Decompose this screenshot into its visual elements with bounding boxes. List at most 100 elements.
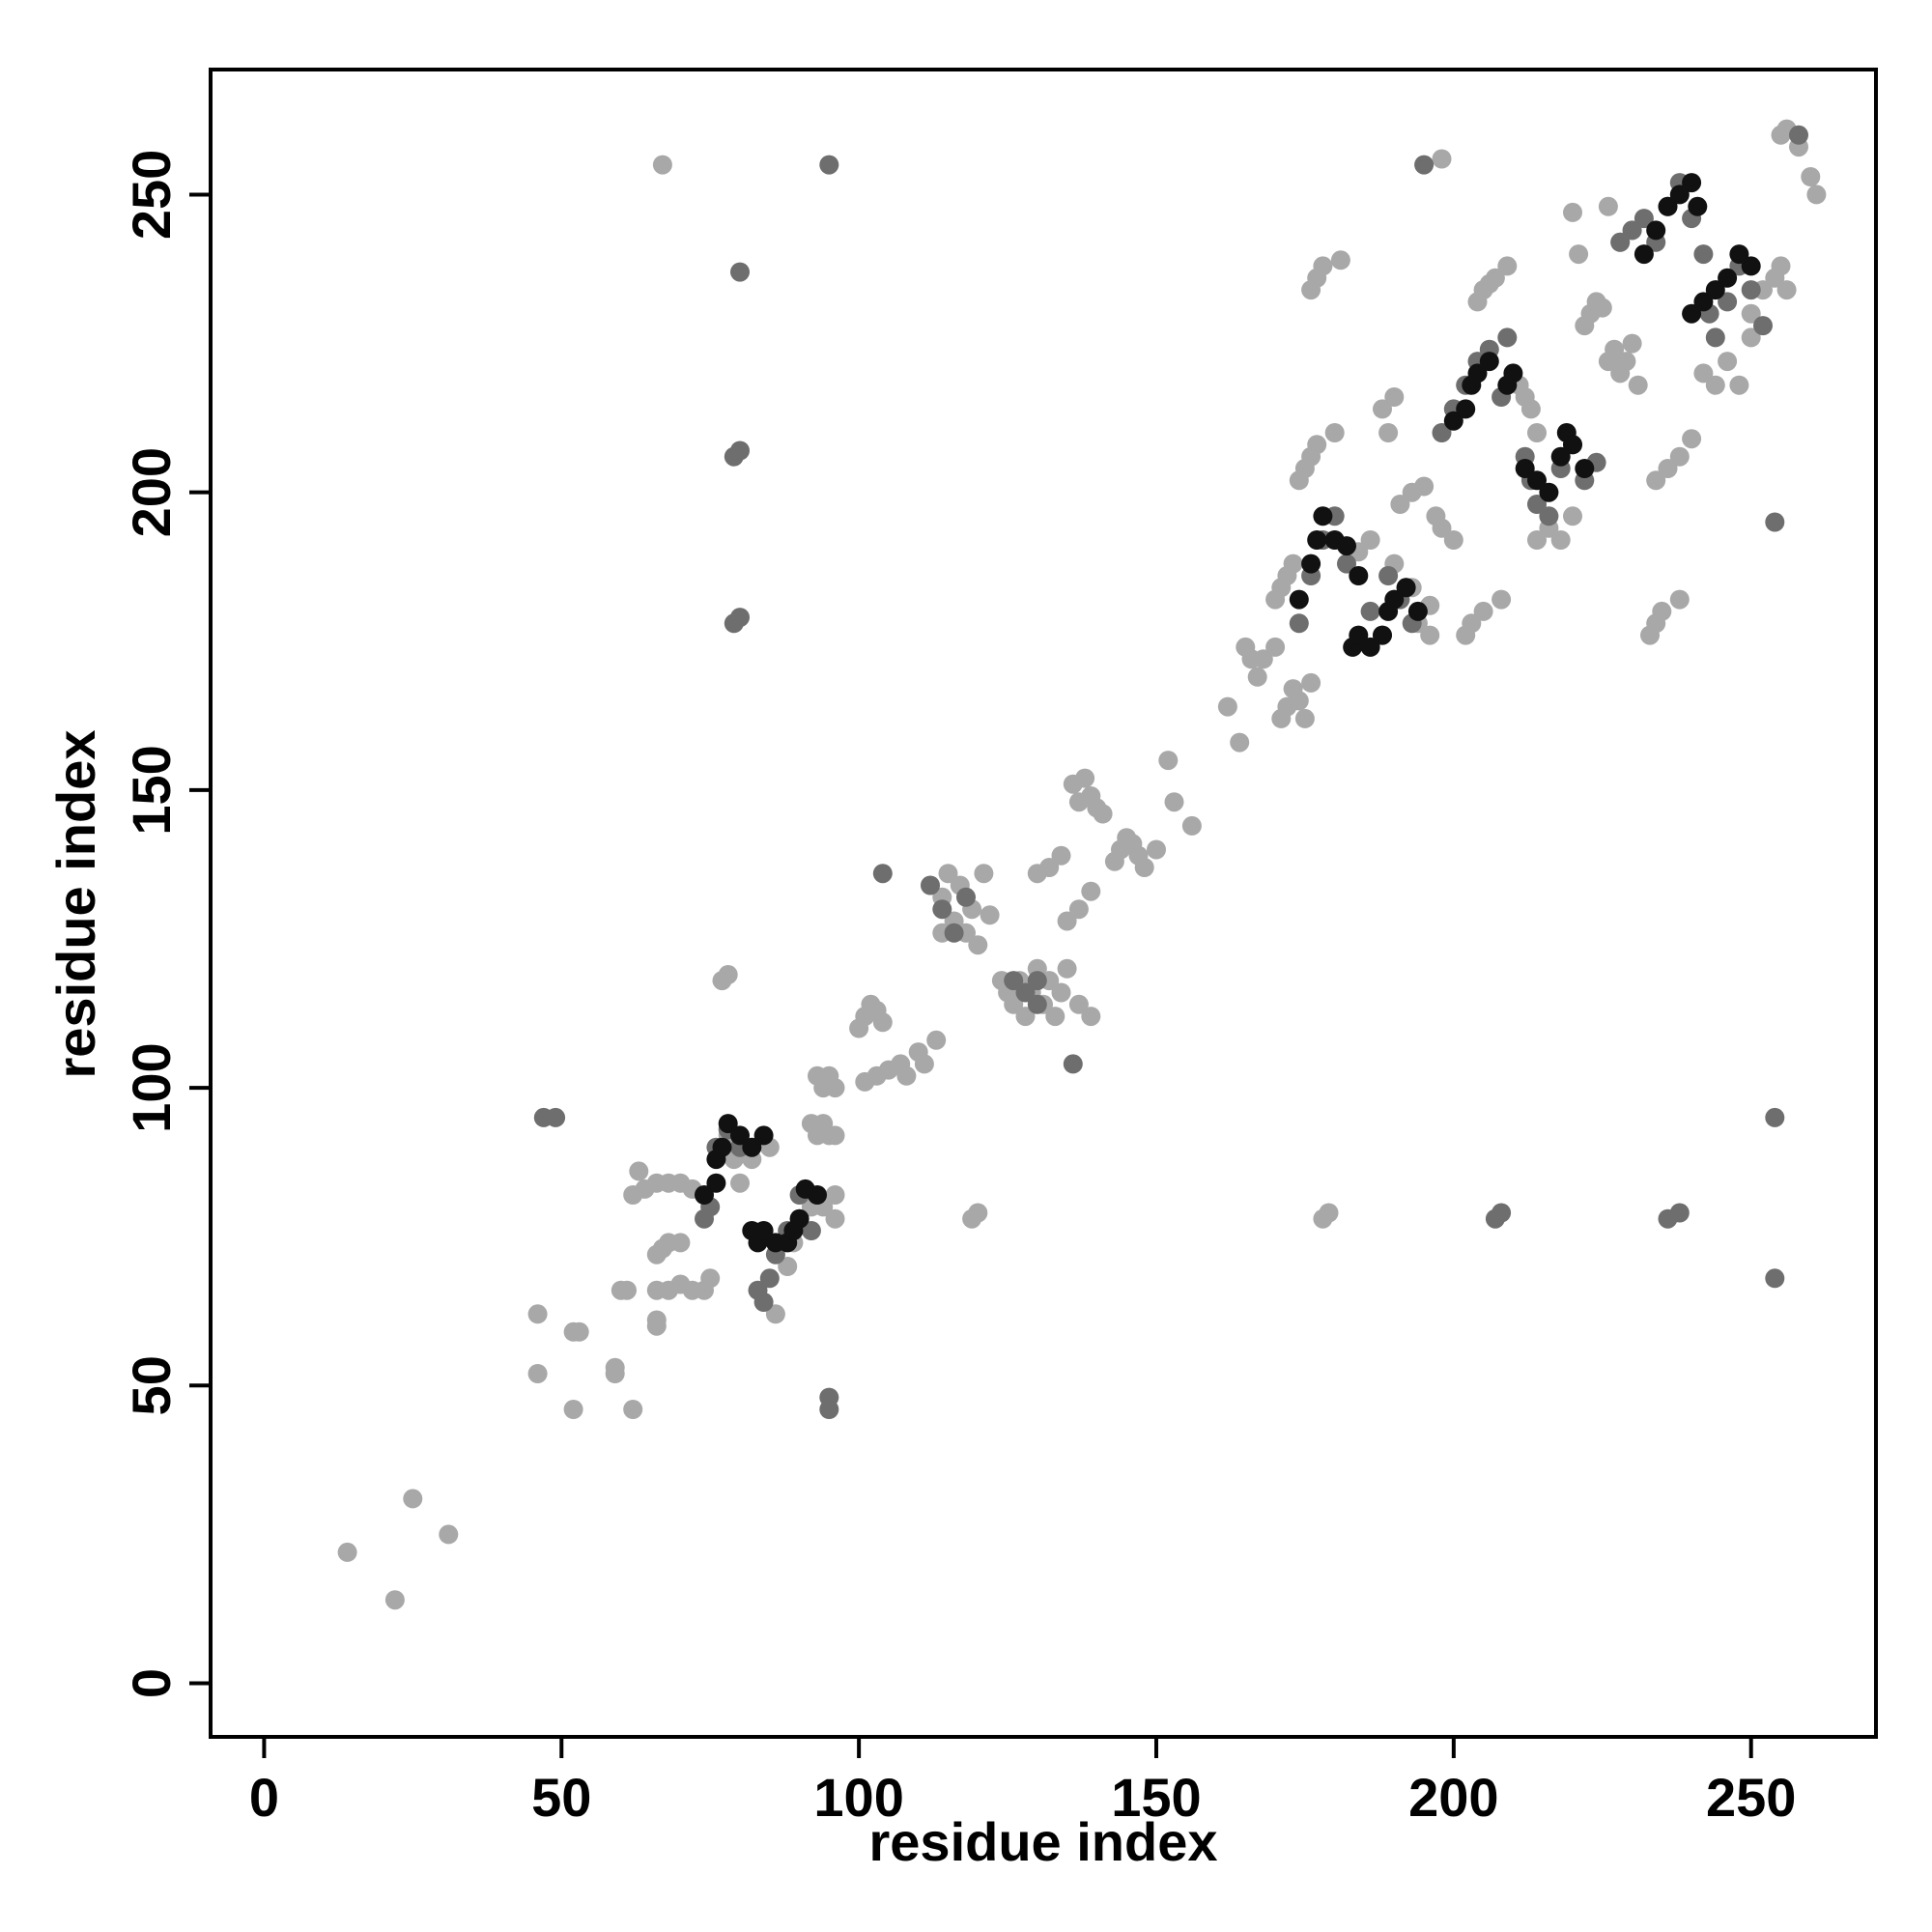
contact-point	[980, 905, 1000, 925]
contact-point	[1527, 530, 1547, 550]
contact-point	[1230, 732, 1250, 753]
contact-point	[872, 1012, 893, 1033]
x-tick-label: 250	[1706, 1767, 1796, 1828]
contact-point	[1057, 958, 1077, 979]
contact-point	[1550, 530, 1571, 550]
contact-point	[1776, 280, 1797, 300]
contact-point	[1068, 994, 1089, 1014]
contact-point	[1039, 858, 1060, 877]
contact-point	[944, 923, 964, 943]
contact-point	[1753, 316, 1773, 336]
contact-point	[706, 1173, 726, 1193]
contact-point	[896, 1065, 917, 1086]
x-axis-title: residue index	[868, 1811, 1217, 1872]
contact-point	[932, 899, 952, 920]
contact-point	[778, 1257, 798, 1276]
contact-point	[1563, 435, 1582, 455]
contact-point	[1307, 435, 1327, 455]
y-tick-label: 0	[121, 1668, 182, 1698]
contact-point	[617, 1280, 637, 1300]
contact-point	[1181, 815, 1202, 836]
contact-point	[1789, 125, 1808, 145]
contact-point	[1081, 1007, 1101, 1027]
contact-point	[1492, 589, 1512, 610]
contact-point	[652, 155, 672, 175]
contact-point	[1693, 363, 1714, 384]
contact-point	[1075, 768, 1095, 788]
contact-point	[1373, 625, 1392, 645]
contact-point	[1527, 495, 1547, 514]
contact-point	[1378, 566, 1399, 585]
y-tick-label: 100	[121, 1042, 182, 1132]
contact-point	[1462, 613, 1482, 634]
contact-point	[808, 1185, 827, 1205]
contact-point	[759, 1268, 780, 1289]
points-layer	[337, 119, 1827, 1610]
contact-point	[753, 1221, 774, 1240]
contact-point	[1801, 167, 1821, 186]
contact-point	[1693, 292, 1714, 312]
contact-point	[730, 440, 750, 461]
contact-point	[1384, 589, 1405, 610]
contact-point	[801, 1221, 821, 1240]
contact-point	[819, 1387, 839, 1407]
contact-point	[1289, 589, 1309, 610]
contact-point	[1045, 1007, 1065, 1027]
contact-point	[1289, 691, 1309, 711]
contact-point	[1384, 387, 1405, 407]
y-tick-label: 150	[121, 745, 182, 835]
contact-point	[695, 1185, 714, 1205]
contact-point	[439, 1524, 459, 1545]
contact-point	[956, 887, 976, 907]
y-tick-label: 200	[121, 447, 182, 537]
contact-point	[1563, 506, 1582, 526]
contact-point	[1503, 363, 1523, 384]
contact-point	[1407, 601, 1428, 621]
contact-point	[730, 262, 750, 282]
contact-point	[1063, 1054, 1083, 1074]
contact-point	[1539, 506, 1559, 526]
contact-point	[1634, 244, 1654, 265]
contact-point	[1575, 459, 1595, 478]
y-axis-title: residue index	[45, 729, 106, 1078]
contact-point	[1378, 423, 1399, 442]
contact-point	[742, 1137, 762, 1157]
contact-point	[1301, 672, 1321, 693]
contact-point	[1616, 352, 1636, 372]
contact-point	[730, 1125, 750, 1146]
contact-point	[1134, 858, 1154, 877]
contact-point	[1253, 649, 1273, 669]
contact-point	[938, 864, 958, 884]
contact-point	[1313, 506, 1333, 526]
contact-point	[968, 935, 988, 955]
x-tick-label: 0	[249, 1767, 279, 1828]
contact-point	[1164, 792, 1184, 812]
contact-point	[712, 1137, 732, 1157]
contact-point	[670, 1233, 691, 1253]
contact-point	[1669, 1203, 1690, 1223]
contact-point	[1027, 971, 1047, 991]
contact-point	[1057, 911, 1077, 931]
contact-point	[403, 1489, 423, 1509]
contact-point	[1396, 578, 1416, 598]
contact-point	[1771, 256, 1791, 276]
y-tick-label: 50	[121, 1355, 182, 1415]
contact-point	[1283, 554, 1303, 574]
contact-point	[1081, 881, 1101, 901]
contact-point	[1373, 399, 1392, 419]
contact-point	[1015, 1007, 1036, 1027]
contact-point	[1705, 280, 1725, 300]
contact-point	[1682, 303, 1702, 324]
contact-point	[1051, 982, 1071, 1003]
contact-point	[1414, 476, 1435, 497]
contact-point	[1330, 250, 1350, 270]
contact-point	[1432, 518, 1452, 538]
contact-point	[753, 1125, 774, 1146]
contact-point	[527, 1304, 548, 1324]
contact-point	[1705, 375, 1725, 395]
contact-point	[1741, 256, 1761, 276]
contact-point	[926, 1030, 947, 1050]
contact-point	[1414, 155, 1435, 175]
contact-point	[1705, 327, 1725, 348]
contact-point	[1669, 185, 1690, 205]
